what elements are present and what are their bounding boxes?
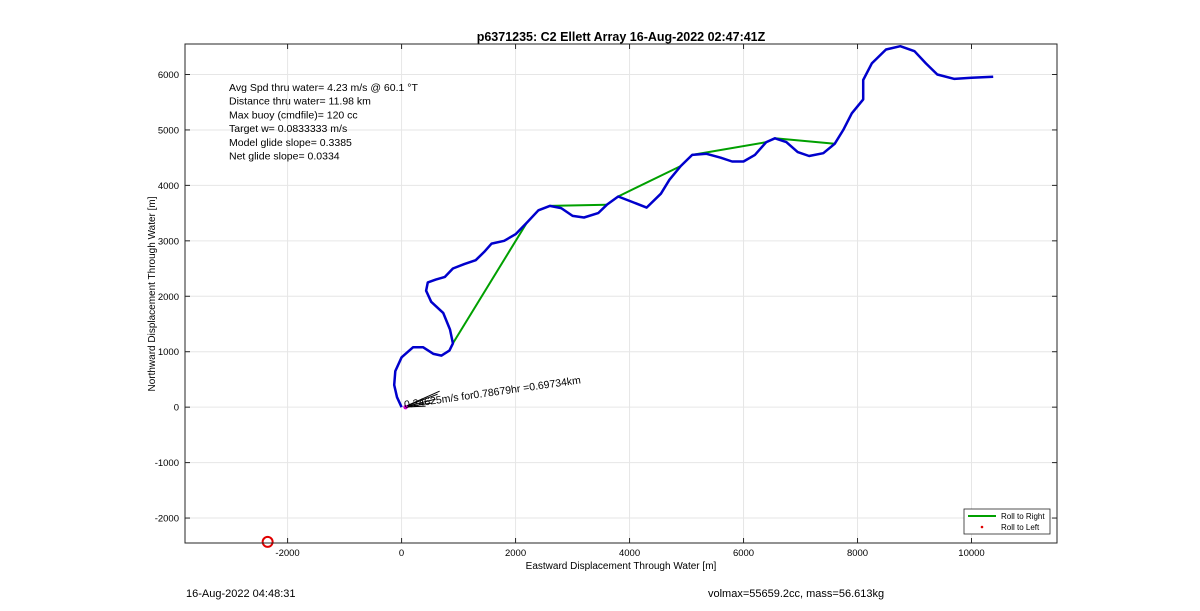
legend-box	[963, 508, 1051, 535]
x-tick-label: -2000	[275, 548, 299, 559]
stats-line: Model glide slope= 0.3385	[229, 137, 352, 149]
roll-right-segment	[452, 222, 528, 344]
current-arrow	[403, 398, 436, 408]
x-tick-label: 6000	[733, 548, 754, 559]
x-axis-label: Eastward Displacement Through Water [m]	[526, 561, 717, 572]
roll-right-segment	[549, 203, 607, 207]
start-point	[403, 404, 408, 410]
tick-layer: -2000 0 2000 4000 6000 8000 10000 -2000 -1000 0 10…	[155, 44, 1057, 559]
y-tick-label: 0	[174, 403, 179, 414]
roll-right-segment	[617, 165, 682, 198]
red-circle-marker	[261, 535, 274, 548]
y-tick-label: -2000	[155, 514, 179, 525]
x-tick-label: 0	[399, 548, 404, 559]
y-tick-label: 2000	[158, 292, 179, 303]
series-layer	[261, 44, 994, 548]
y-tick-label: 1000	[158, 347, 179, 358]
y-tick-label: -1000	[155, 458, 179, 469]
x-tick-label: 10000	[958, 548, 984, 559]
stats-line: Target w= 0.0833333 m/s	[229, 123, 347, 135]
track-line	[392, 44, 994, 408]
y-axis-label: Northward Displacement Through Water [m]	[147, 196, 158, 391]
legend-label: Roll to Left	[1001, 523, 1040, 532]
stats-line: Avg Spd thru water= 4.23 m/s @ 60.1 °T	[229, 82, 418, 94]
stats-line: Net glide slope= 0.0334	[229, 151, 340, 163]
x-tick-label: 4000	[619, 548, 640, 559]
y-tick-label: 3000	[158, 236, 179, 247]
axes-background	[185, 44, 1057, 543]
y-tick-label: 6000	[158, 70, 179, 81]
legend: Roll to Right Roll to Left	[963, 508, 1051, 535]
y-tick-label: 4000	[158, 181, 179, 192]
chart-title: p6371235: C2 Ellett Array 16-Aug-2022 02…	[477, 30, 766, 44]
legend-dot-roll-left	[980, 525, 984, 529]
legend-label: Roll to Right	[1001, 512, 1045, 521]
x-tick-label: 2000	[505, 548, 526, 559]
y-tick-label: 5000	[158, 125, 179, 136]
grid-lines	[185, 44, 1057, 543]
stats-line: Max buoy (cmdfile)= 120 cc	[229, 109, 358, 121]
stats-line: Distance thru water= 11.98 km	[229, 96, 371, 108]
axes-box	[184, 43, 1058, 544]
footer-vol-mass: volmax=55659.2cc, mass=56.613kg	[708, 588, 885, 600]
current-arrow	[403, 390, 440, 408]
stats-block: Avg Spd thru water= 4.23 m/s @ 60.1 °T Di…	[229, 82, 418, 163]
roll-right-segment	[774, 137, 835, 145]
x-tick-label: 8000	[847, 548, 868, 559]
footer-date: 16-Aug-2022 04:48:31	[186, 588, 296, 600]
